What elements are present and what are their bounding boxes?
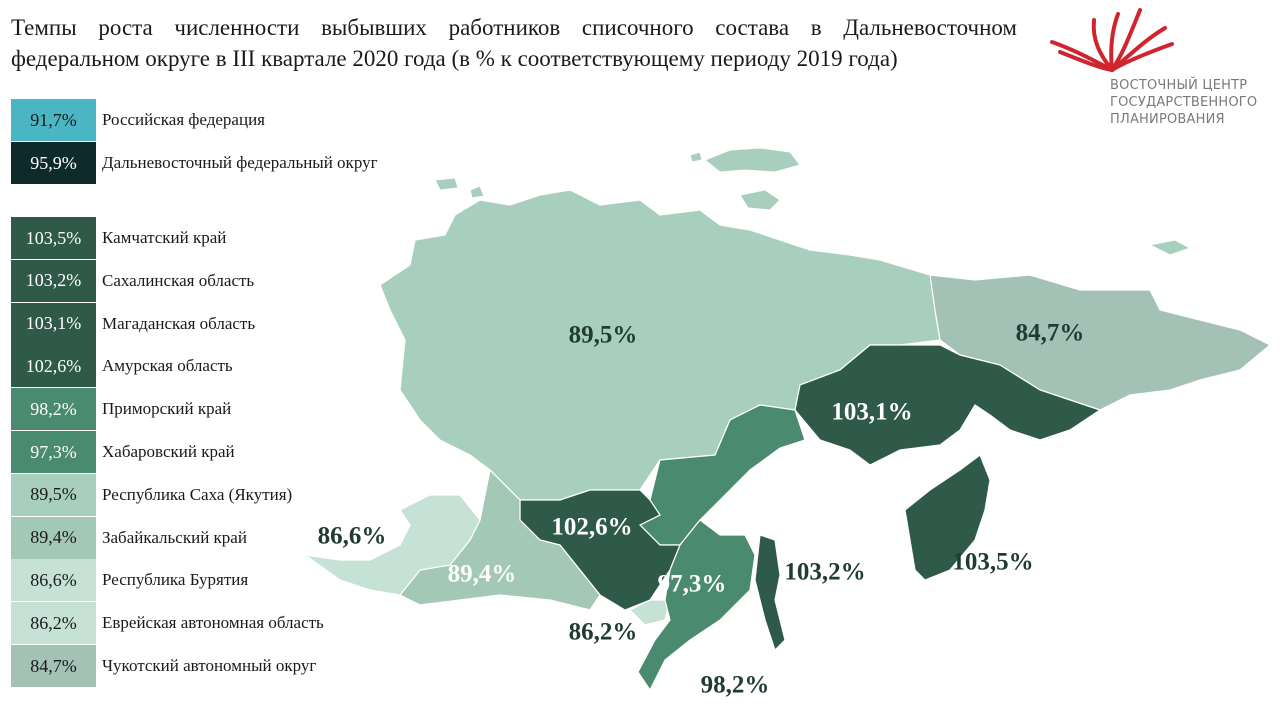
region-shape [304, 494, 481, 596]
legend-name: Приморский край [102, 399, 232, 419]
legend-value: 89,4% [11, 516, 96, 559]
legend-value: 103,1% [11, 302, 96, 345]
legend-value: 84,7% [11, 645, 96, 687]
logo-text: ВОСТОЧНЫЙ ЦЕНТР ГОСУДАРСТВЕННОГО ПЛАНИРОВА… [1110, 77, 1257, 128]
legend-value: 86,6% [11, 559, 96, 602]
legend-row: 89,4% Забайкальский край [11, 516, 431, 559]
map-label: 89,5% [569, 322, 638, 349]
legend-value: 98,2% [11, 388, 96, 431]
legend-row: 103,1% Магаданская область [11, 302, 431, 345]
region-shape [754, 534, 786, 652]
legend-row: 84,7% Чукотский автономный округ [11, 645, 431, 687]
legend-name: Еврейская автономная область [102, 613, 324, 633]
region-shape [904, 454, 991, 581]
legend-name: Амурская область [102, 356, 233, 376]
legend-value: 89,5% [11, 473, 96, 516]
map-label: 89,4% [448, 561, 517, 588]
legend-name: Камчатский край [102, 228, 227, 247]
region-shape [794, 344, 1102, 466]
legend-value: 103,2% [11, 259, 96, 302]
legend-name: Республика Бурятия [102, 570, 249, 590]
legend-name: Магаданская область [102, 313, 256, 333]
legend-row: 86,2% Еврейская автономная область [11, 602, 431, 645]
map-labels: 89,5% 84,7% 103,1% 102,6% 86,6% 89,4% 97… [318, 320, 1085, 699]
legend-name: Чукотский автономный округ [102, 656, 317, 675]
map-label: 98,2% [701, 672, 770, 699]
legend-name: Сахалинская область [102, 270, 255, 290]
map-label: 103,5% [952, 549, 1033, 576]
map-label: 103,2% [784, 559, 865, 586]
regions [304, 189, 1272, 692]
logo-icon [1050, 8, 1174, 72]
map-label: 86,2% [569, 619, 638, 646]
logo-line: ВОСТОЧНЫЙ ЦЕНТР [1110, 78, 1248, 93]
legend-value: 103,5% [11, 217, 96, 259]
legend-name: Республика Саха (Якутия) [102, 484, 293, 504]
logo-line: ГОСУДАРСТВЕННОГО [1110, 95, 1258, 110]
legend-name: Хабаровский край [102, 442, 235, 461]
legend-value: 102,6% [11, 345, 96, 388]
map-label: 102,6% [551, 514, 632, 541]
legend-row: 98,2% Приморский край [11, 388, 431, 431]
legend-name: Российская федерация [102, 110, 265, 129]
legend-row: 86,6% Республика Бурятия [11, 559, 431, 602]
legend-row: 103,5% Камчатский край [11, 217, 431, 259]
logo-line: ПЛАНИРОВАНИЯ [1110, 112, 1225, 127]
legend-row: 91,7% Российская федерация [11, 99, 431, 141]
legend-value: 97,3% [11, 431, 96, 473]
legend-name: Дальневосточный федеральный округ [102, 153, 378, 172]
legend-value: 95,9% [11, 142, 96, 184]
legend-row: 95,9% Дальневосточный федеральный округ [11, 142, 431, 184]
region-shape [637, 519, 756, 692]
legend-row: 103,2% Сахалинская область [11, 259, 431, 302]
map-label: 103,1% [831, 399, 912, 426]
legend-value: 86,2% [11, 602, 96, 645]
map-label: 84,7% [1016, 320, 1085, 347]
title: Темпы роста численности выбывших работни… [11, 15, 1017, 71]
legend-value: 91,7% [11, 99, 96, 141]
map-label: 86,6% [318, 523, 387, 550]
legend-name: Забайкальский край [102, 527, 247, 547]
legend-row: 97,3% Хабаровский край [11, 431, 431, 473]
legend-row: 102,6% Амурская область [11, 345, 431, 388]
legend-row: 89,5% Республика Саха (Якутия) [11, 473, 431, 516]
islands [434, 147, 1192, 256]
map-label: 97,3% [658, 571, 727, 598]
